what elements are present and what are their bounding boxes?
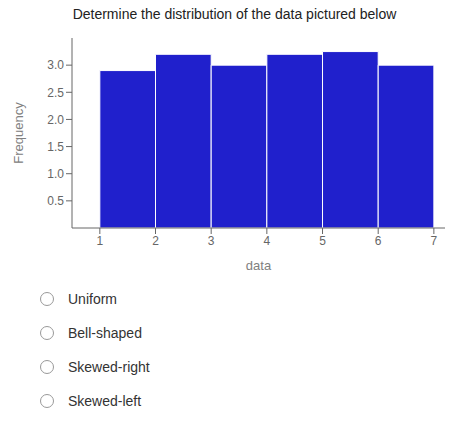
svg-text:1: 1 (96, 234, 103, 248)
html-text:Skewed-left: Skewed-left (68, 393, 142, 409)
svg-text:7: 7 (431, 234, 438, 248)
svg-text:4: 4 (264, 234, 271, 248)
html-text:Uniform: Uniform (68, 291, 117, 307)
svg-text:5: 5 (319, 234, 326, 248)
svg-text:Frequency: Frequency (11, 102, 26, 164)
svg-text:3: 3 (208, 234, 215, 248)
html-text:Bell-shaped: Bell-shaped (68, 325, 142, 341)
svg-text:2.5: 2.5 (47, 86, 64, 100)
html-text:Determine the distribution of: Determine the distribution of the data p… (72, 6, 397, 22)
html-text:Skewed-right: Skewed-right (68, 359, 150, 375)
svg-text:2: 2 (152, 234, 159, 248)
svg-text:2.0: 2.0 (47, 113, 64, 127)
svg-text:data: data (246, 258, 272, 273)
svg-text:0.5: 0.5 (47, 194, 64, 208)
svg-text:1.0: 1.0 (47, 167, 64, 181)
svg-text:6: 6 (375, 234, 382, 248)
svg-text:1.5: 1.5 (47, 140, 64, 154)
svg-text:3.0: 3.0 (47, 58, 64, 72)
